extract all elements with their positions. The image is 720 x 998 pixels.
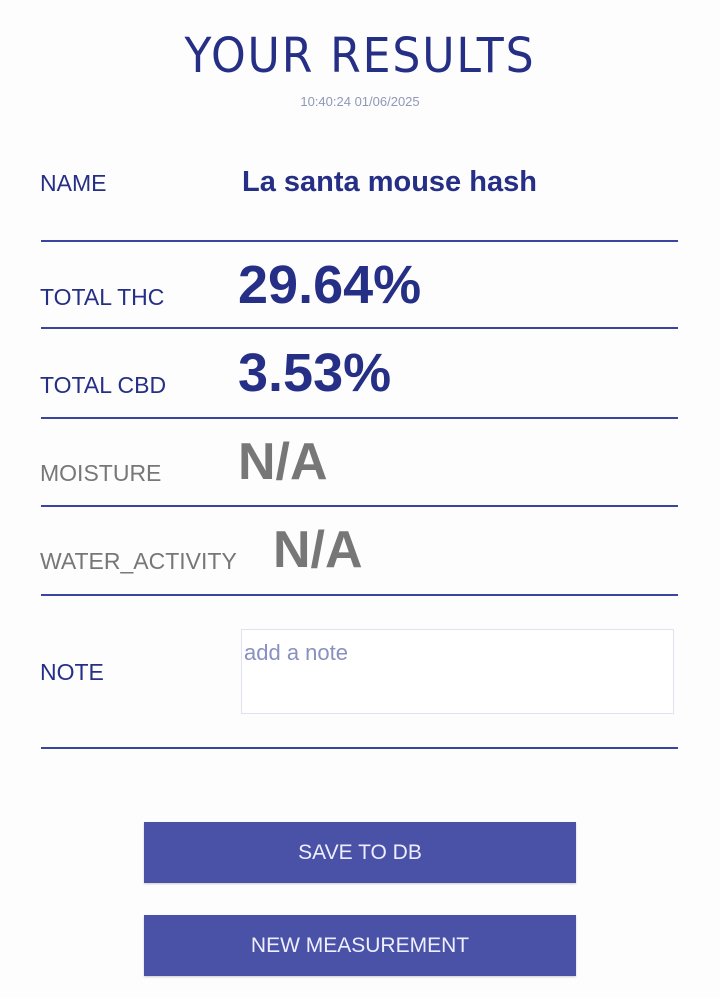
thc-label: TOTAL THC xyxy=(40,284,165,310)
note-label: NOTE xyxy=(40,659,104,685)
divider xyxy=(41,594,678,596)
moisture-value: N/A xyxy=(238,433,328,491)
note-input[interactable] xyxy=(241,629,674,714)
timestamp: 10:40:24 01/06/2025 xyxy=(300,94,420,109)
divider xyxy=(41,417,678,419)
cbd-label: TOTAL CBD xyxy=(40,372,167,398)
water-activity-value: N/A xyxy=(273,521,363,579)
divider xyxy=(41,240,678,242)
name-label: NAME xyxy=(40,170,107,196)
divider xyxy=(41,747,678,749)
page-title: YOUR RESULTS xyxy=(184,28,536,84)
thc-value: 29.64% xyxy=(238,255,422,315)
new-measurement-button[interactable]: NEW MEASUREMENT xyxy=(144,915,576,976)
divider xyxy=(41,327,678,329)
divider xyxy=(41,505,678,507)
cbd-value: 3.53% xyxy=(238,343,392,403)
save-to-db-button[interactable]: SAVE TO DB xyxy=(144,822,576,883)
water-activity-label: WATER_ACTIVITY xyxy=(40,548,237,574)
moisture-label: MOISTURE xyxy=(40,460,162,486)
name-value: La santa mouse hash xyxy=(242,166,537,198)
